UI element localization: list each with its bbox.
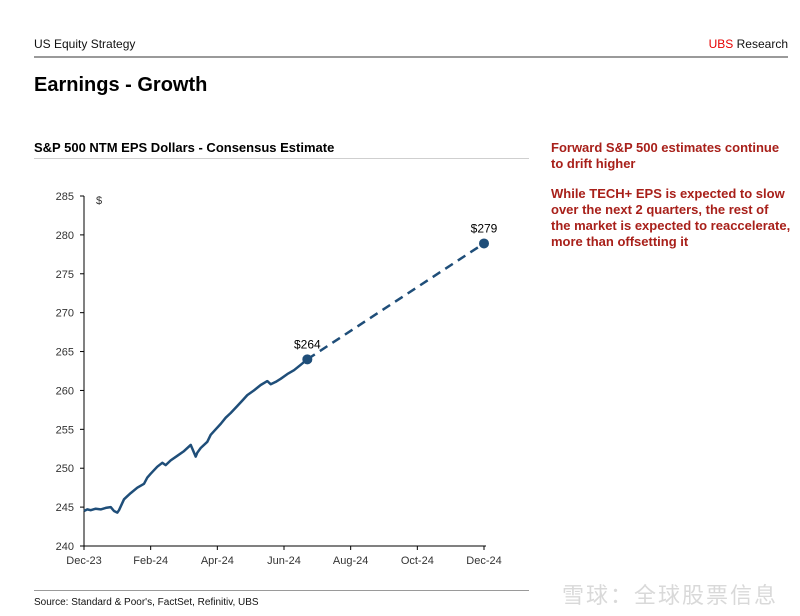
source-divider xyxy=(34,590,529,591)
report-series-label: US Equity Strategy xyxy=(34,37,136,51)
y-tick-label: 255 xyxy=(56,424,74,436)
chart-title: S&P 500 NTM EPS Dollars - Consensus Esti… xyxy=(34,140,335,155)
x-tick-label: Dec-23 xyxy=(66,555,101,567)
watermark: 雪球：全球股票信息 xyxy=(561,583,778,608)
commentary-panel: Forward S&P 500 estimates continue to dr… xyxy=(551,140,791,264)
commentary-paragraph-1: Forward S&P 500 estimates continue to dr… xyxy=(551,140,780,171)
header-divider xyxy=(34,56,788,58)
actual-series-line xyxy=(83,358,309,514)
y-tick-label: 280 xyxy=(56,230,74,242)
x-tick-label: Dec-24 xyxy=(466,555,501,567)
x-tick-label: Oct-24 xyxy=(401,555,434,567)
y-tick-label: 285 xyxy=(56,191,74,203)
eps-line-chart: 240 245 250 255 260 265 270 275 280 285 $ Dec-23 Feb… xyxy=(56,191,502,567)
research-label: Research xyxy=(736,37,788,51)
chart-title-divider xyxy=(34,158,529,159)
source-note: Source: Standard & Poor's, FactSet, Refi… xyxy=(34,597,259,608)
x-tick-label: Feb-24 xyxy=(133,555,168,567)
y-tick-label: 260 xyxy=(56,385,74,397)
x-tick-label: Apr-24 xyxy=(201,555,234,567)
commentary-paragraph-2: While TECH+ EPS is expected to slow over… xyxy=(551,186,791,249)
y-tick-label: 270 xyxy=(56,308,74,320)
data-point-marker xyxy=(479,238,489,249)
y-tick-label: 240 xyxy=(56,541,74,553)
ubs-brand: UBS xyxy=(708,37,734,51)
page-title: Earnings - Growth xyxy=(34,74,208,96)
data-point-label: $264 xyxy=(294,337,321,351)
x-tick-label: Jun-24 xyxy=(267,555,301,567)
y-tick-label: 245 xyxy=(56,502,74,514)
estimate-series-line xyxy=(306,242,485,361)
y-tick-label: 275 xyxy=(56,269,74,281)
x-tick-label: Aug-24 xyxy=(333,555,368,567)
y-axis-unit-label: $ xyxy=(96,195,102,207)
data-point-label: $279 xyxy=(471,221,498,235)
y-tick-label: 265 xyxy=(56,347,74,359)
data-point-marker xyxy=(302,354,313,365)
y-tick-label: 250 xyxy=(56,463,74,475)
publisher-label: UBS Research xyxy=(709,37,788,51)
